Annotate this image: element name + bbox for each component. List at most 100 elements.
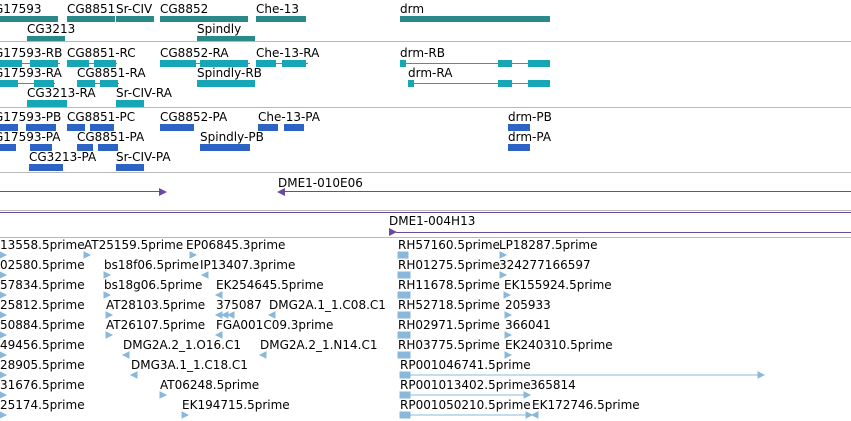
clone-label: DME1-010E06 xyxy=(278,176,363,190)
est-feature xyxy=(105,311,114,319)
transcript-exon[interactable] xyxy=(100,80,118,87)
transcript-exon[interactable] xyxy=(528,60,550,67)
est-label: AT06248.5prime xyxy=(160,378,260,392)
est-feature xyxy=(0,271,8,279)
transcript-label: G17593-RB xyxy=(0,46,63,60)
est-feature xyxy=(397,251,409,259)
clone-label: DME1-004H13 xyxy=(389,214,476,228)
transcript-exon[interactable] xyxy=(197,80,255,87)
transcript-exon[interactable] xyxy=(77,80,95,87)
gene-label: drm xyxy=(400,2,425,16)
gene-label: G17593 xyxy=(0,2,42,16)
protein-track: G17593-PB G17593-PA CG8851-PC CG8851-PA … xyxy=(0,108,851,173)
est-label: 50884.5prime xyxy=(0,318,85,332)
gene-feature[interactable] xyxy=(67,16,115,22)
transcript-exon[interactable] xyxy=(27,100,67,107)
protein-feature[interactable] xyxy=(98,144,118,151)
est-feature xyxy=(399,391,411,399)
est-label: 57834.5prime xyxy=(0,278,85,292)
transcript-exon[interactable] xyxy=(400,60,406,67)
protein-label: CG3213-PA xyxy=(29,150,97,164)
est-feature xyxy=(267,311,276,319)
est-feature xyxy=(129,371,138,379)
protein-feature[interactable] xyxy=(29,164,63,171)
transcript-exon[interactable] xyxy=(498,60,512,67)
gene-feature[interactable] xyxy=(27,36,65,41)
gene-feature[interactable] xyxy=(0,16,58,22)
est-label: bs18f06.5prime xyxy=(104,258,200,272)
gene-label: Che-13 xyxy=(256,2,299,16)
protein-label: G17593-PB xyxy=(0,110,62,124)
est-label: AT25159.5prime xyxy=(84,238,184,252)
clone-feature[interactable] xyxy=(396,232,851,233)
transcript-exon[interactable] xyxy=(408,80,414,87)
est-feature xyxy=(397,311,411,319)
protein-feature[interactable] xyxy=(67,124,85,131)
est-feature xyxy=(83,251,92,259)
est-label: LP18287.5prime xyxy=(499,238,598,252)
protein-feature[interactable] xyxy=(160,124,194,131)
transcript-exon[interactable] xyxy=(67,60,89,67)
est-label: bs18g06.5prime xyxy=(104,278,203,292)
transcript-exon[interactable] xyxy=(30,60,58,67)
protein-feature[interactable] xyxy=(26,124,56,131)
gene-label: CG8851 xyxy=(67,2,116,16)
transcript-exon[interactable] xyxy=(528,80,550,87)
est-label: 324277166597 xyxy=(499,258,591,272)
clone-feature[interactable] xyxy=(283,191,851,192)
protein-feature[interactable] xyxy=(77,144,93,151)
transcript-exon[interactable] xyxy=(200,60,248,67)
est-feature xyxy=(0,391,8,399)
protein-feature[interactable] xyxy=(116,164,144,171)
transcript-exon[interactable] xyxy=(498,80,512,87)
clone-track-2: DME1-004H13 xyxy=(0,211,851,238)
est-feature xyxy=(0,331,8,339)
protein-label: Che-13-PA xyxy=(258,110,320,124)
protein-feature[interactable] xyxy=(90,124,114,131)
est-feature xyxy=(181,411,190,419)
protein-label: CG8851-PA xyxy=(77,130,145,144)
gene-label: CG3213 xyxy=(27,22,76,36)
protein-label: CG8851-PC xyxy=(67,110,136,124)
est-feature xyxy=(499,251,508,259)
protein-feature[interactable] xyxy=(284,124,304,131)
gene-feature[interactable] xyxy=(256,16,306,22)
est-label: RH11678.5prime xyxy=(398,278,500,292)
clone-feature[interactable] xyxy=(0,191,160,192)
protein-label: drm-PA xyxy=(508,130,552,144)
transcript-label: G17593-RA xyxy=(0,66,62,80)
protein-label: Spindly-PB xyxy=(200,130,264,144)
gene-feature[interactable] xyxy=(400,16,550,22)
transcript-exon[interactable] xyxy=(160,60,196,67)
protein-feature[interactable] xyxy=(258,124,278,131)
protein-feature[interactable] xyxy=(30,144,52,151)
clone-feature[interactable] xyxy=(0,212,851,213)
transcript-exon[interactable] xyxy=(34,80,54,87)
gene-feature[interactable] xyxy=(116,16,154,22)
est-label: 366041 xyxy=(505,318,551,332)
est-label: IP13407.3prime xyxy=(200,258,296,272)
gene-feature[interactable] xyxy=(160,16,248,22)
est-feature xyxy=(0,351,8,359)
est-label: RH02971.5prime xyxy=(398,318,500,332)
est-feature xyxy=(0,291,8,299)
transcript-exon[interactable] xyxy=(282,60,306,67)
est-feature xyxy=(504,351,513,359)
transcript-exon[interactable] xyxy=(0,60,22,67)
protein-feature[interactable] xyxy=(508,144,530,151)
transcript-exon[interactable] xyxy=(256,60,276,67)
protein-label: CG8852-PA xyxy=(160,110,228,124)
transcript-exon[interactable] xyxy=(0,80,18,87)
est-feature xyxy=(399,411,411,419)
protein-feature[interactable] xyxy=(508,124,530,131)
transcript-exon[interactable] xyxy=(116,100,144,107)
protein-feature[interactable] xyxy=(0,144,16,151)
transcript-label: Spindly-RB xyxy=(197,66,262,80)
gene-feature[interactable] xyxy=(197,36,255,41)
est-feature xyxy=(399,371,411,379)
protein-feature[interactable] xyxy=(0,124,18,131)
protein-feature[interactable] xyxy=(200,144,250,151)
transcript-exon[interactable] xyxy=(94,60,116,67)
est-track: 13558.5prime AT25159.5prime EP06845.3pri… xyxy=(0,238,851,421)
